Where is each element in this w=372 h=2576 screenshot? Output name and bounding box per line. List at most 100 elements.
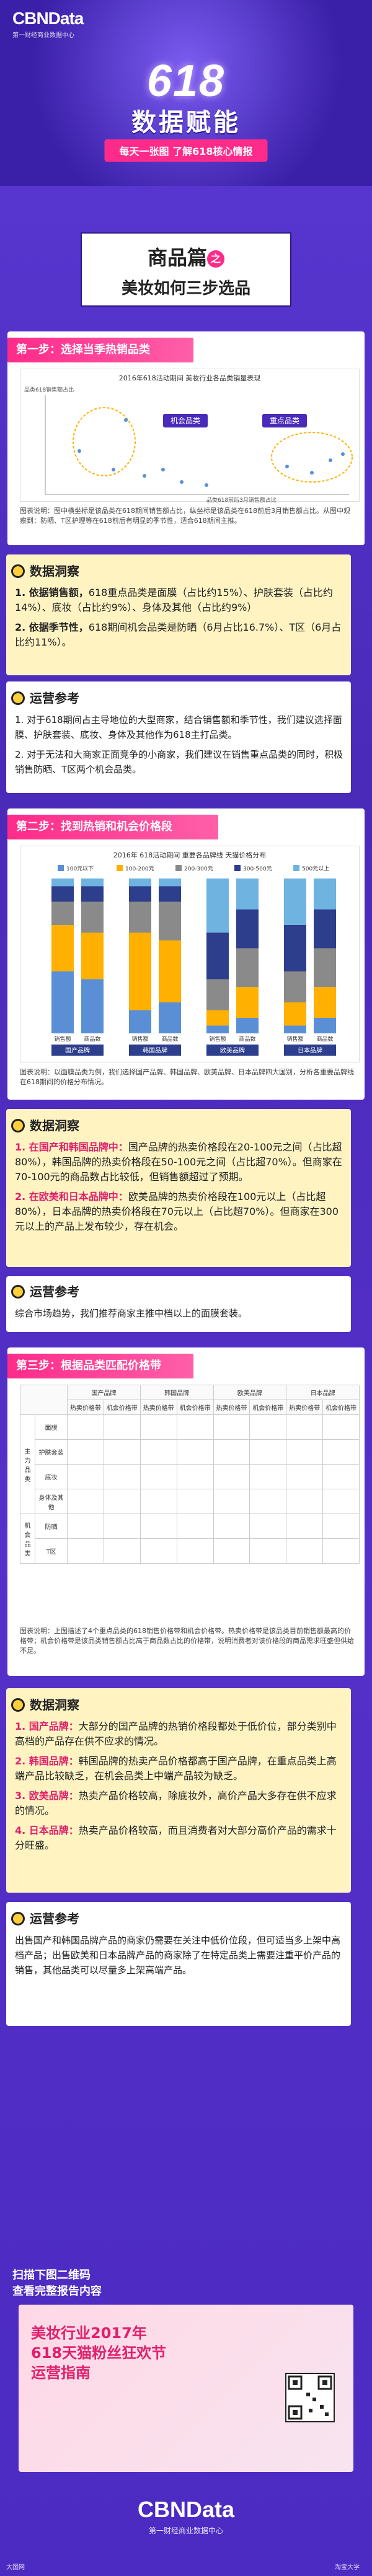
insight3-item: 2. 韩国品牌：韩国品牌的热卖产品价格都高于国产品牌，在重点品类上高端产品比较缺… <box>15 1755 337 1782</box>
group-label: 日本品牌 <box>298 1046 322 1054</box>
table-cell <box>140 1514 177 1539</box>
table-group-header: 韩国品牌 <box>140 1385 214 1400</box>
title-circle: 之 <box>207 250 224 268</box>
stack-segment <box>51 886 74 902</box>
stack-segment <box>314 1018 336 1033</box>
bar-label: 商品数 <box>161 1035 178 1043</box>
pt-nanshi <box>112 468 115 471</box>
bar-label: 商品数 <box>316 1035 333 1043</box>
table-cell <box>249 1538 287 1564</box>
step2-caption: 图表说明：以面膜品类为例，我们选择国产品牌、韩国品牌、欧美品牌、日本品牌四大国别… <box>20 1068 354 1086</box>
stack-segment <box>314 909 336 948</box>
insight3-item: 3. 欧美品牌：热卖产品价格较高，除底妆外，高价产品大多存在供不应求的情况。 <box>15 1790 337 1816</box>
table-cell <box>176 1464 214 1489</box>
stack-segment <box>206 1025 229 1033</box>
opportunity-ellipse <box>73 407 136 476</box>
row-group-label: 机会品类 <box>20 1514 35 1564</box>
table-cell <box>213 1489 250 1514</box>
key-ellipse <box>271 432 353 483</box>
table-cell <box>213 1464 250 1489</box>
table-cell <box>103 1538 141 1564</box>
ops2-text: 综合市场趋势，我们推荐商家主推中档以上的面膜套装。 <box>15 1308 248 1319</box>
table-cell <box>286 1439 324 1465</box>
stack-segment <box>129 932 151 1010</box>
ops2-box: 运营参考 综合市场趋势，我们推荐商家主推中档以上的面膜套装。 <box>6 1276 351 1332</box>
step3-head: 第三步：根据品类匹配价格带 <box>7 1354 193 1378</box>
stack-segment <box>81 932 104 979</box>
bar-label: 销售额 <box>209 1035 226 1043</box>
insight1-item: 2. 依据季节性，618期间机会品类是防晒（6月占比16.7%）、T区（6月占比… <box>15 621 342 648</box>
table-cell <box>249 1439 287 1465</box>
table-cell <box>140 1538 177 1564</box>
stack-segment <box>129 886 151 902</box>
stack-segment <box>159 940 181 1002</box>
table-cell <box>322 1414 360 1440</box>
insight3-item: 1. 国产品牌：大部分的国产品牌的热销价格段都处于低价位，部分类别中高档的产品存… <box>15 1720 337 1747</box>
logo-sub: 第一财经商业数据中心 <box>12 32 74 39</box>
qr-code-icon[interactable] <box>285 2373 335 2422</box>
table-cell <box>176 1414 214 1440</box>
stack-segment <box>129 1010 151 1033</box>
cbndata-logo: CBNData 第一财经商业数据中心 <box>12 9 84 39</box>
stack-segment <box>284 1002 306 1026</box>
table-sub-header: 热卖价格带 <box>67 1400 104 1415</box>
legend-swatch <box>293 865 299 871</box>
insight2-item: 2. 在欧美和日本品牌中：欧美品牌的热卖价格段在100元以上（占比超80%），日… <box>15 1191 339 1232</box>
table-cell <box>103 1464 141 1489</box>
table-cell <box>286 1514 324 1539</box>
table-sub-header: 机会价格带 <box>322 1400 360 1415</box>
legend-label: 300-500元 <box>243 866 272 872</box>
stack-segment <box>129 878 151 887</box>
stack-segment <box>236 878 259 909</box>
key-label: 重点品类 <box>270 416 299 425</box>
stack-segment <box>81 886 104 902</box>
table-row: T区 <box>20 1538 360 1564</box>
group-label: 欧美品牌 <box>220 1046 245 1054</box>
stack-segment <box>236 948 259 987</box>
table-cell <box>176 1439 214 1465</box>
stack-segment <box>81 901 104 933</box>
stack-segment <box>206 979 229 1010</box>
table-cell <box>213 1538 250 1564</box>
table-cell <box>140 1414 177 1440</box>
table-sub-header: 热卖价格带 <box>286 1400 324 1415</box>
promo-title: 美妆行业2017年 618天猫粉丝狂欢节 运营指南 <box>31 2324 167 2381</box>
bar-label: 商品数 <box>239 1035 255 1043</box>
step2-chart-title: 2016年 618活动期间 重要各品牌线 天猫价格分布 <box>113 851 267 859</box>
footer-logo: CBNData <box>137 2497 235 2522</box>
table-group-header: 国产品牌 <box>67 1385 141 1400</box>
stack-segment <box>51 901 74 925</box>
group-label-bg <box>206 1045 259 1056</box>
table-cell <box>286 1538 324 1564</box>
title-line2: 美妆如何三步选品 <box>121 279 250 298</box>
insight3-tag: 数据洞察 <box>9 1694 79 1715</box>
table-cell <box>103 1414 141 1440</box>
table-cell <box>67 1538 104 1564</box>
table-cell <box>213 1439 250 1465</box>
stack-segment <box>236 1018 259 1033</box>
pt-dizhuang <box>310 471 314 475</box>
stack-segment <box>159 878 181 887</box>
ops3-tag: 运营参考 <box>9 1908 79 1929</box>
ops1-tag: 运营参考 <box>9 688 79 709</box>
table-cell <box>249 1489 287 1514</box>
table-cell <box>67 1439 104 1465</box>
ops3-dot-icon <box>11 1912 25 1925</box>
stack-segment <box>314 878 336 909</box>
ops1-box: 运营参考 1. 对于618期间占主导地位的大型商家，结合销售额和季节性，我们建议… <box>6 681 351 793</box>
table-row: 护肤套装 <box>20 1439 360 1465</box>
group-label-bg <box>284 1045 336 1056</box>
step2-section: 第二步：找到热销和机会价格段 2016年 618活动期间 重要各品牌线 天猫价格… <box>7 808 365 1100</box>
legend-label: 500元以上 <box>302 865 329 872</box>
table-cell <box>103 1489 141 1514</box>
bar-label: 销售额 <box>54 1035 71 1043</box>
stack-segment <box>284 971 306 1002</box>
insight2-box: 数据洞察 1. 在国产和韩国品牌中：国产品牌的热卖价格段在20-100元之间（占… <box>6 1109 351 1267</box>
table-row: 身体及其他 <box>20 1489 360 1514</box>
insight2-item: 1. 在国产和韩国品牌中：国产品牌的热卖价格段在20-100元之间（占比超80%… <box>15 1141 342 1183</box>
promo-card[interactable]: 美妆行业2017年 618天猫粉丝狂欢节 运营指南 <box>19 2305 353 2472</box>
stack-segment <box>81 878 104 887</box>
ops1-list: 1. 对于618期间占主导地位的大型商家，结合销售额和季节性，我们建议选择面膜、… <box>15 712 343 782</box>
step1-caption: 图表说明：图中横坐标是该品类在618期间销售额占比，纵坐标是该品类在618前后3… <box>20 507 350 525</box>
pt-xiangshui <box>205 483 208 487</box>
